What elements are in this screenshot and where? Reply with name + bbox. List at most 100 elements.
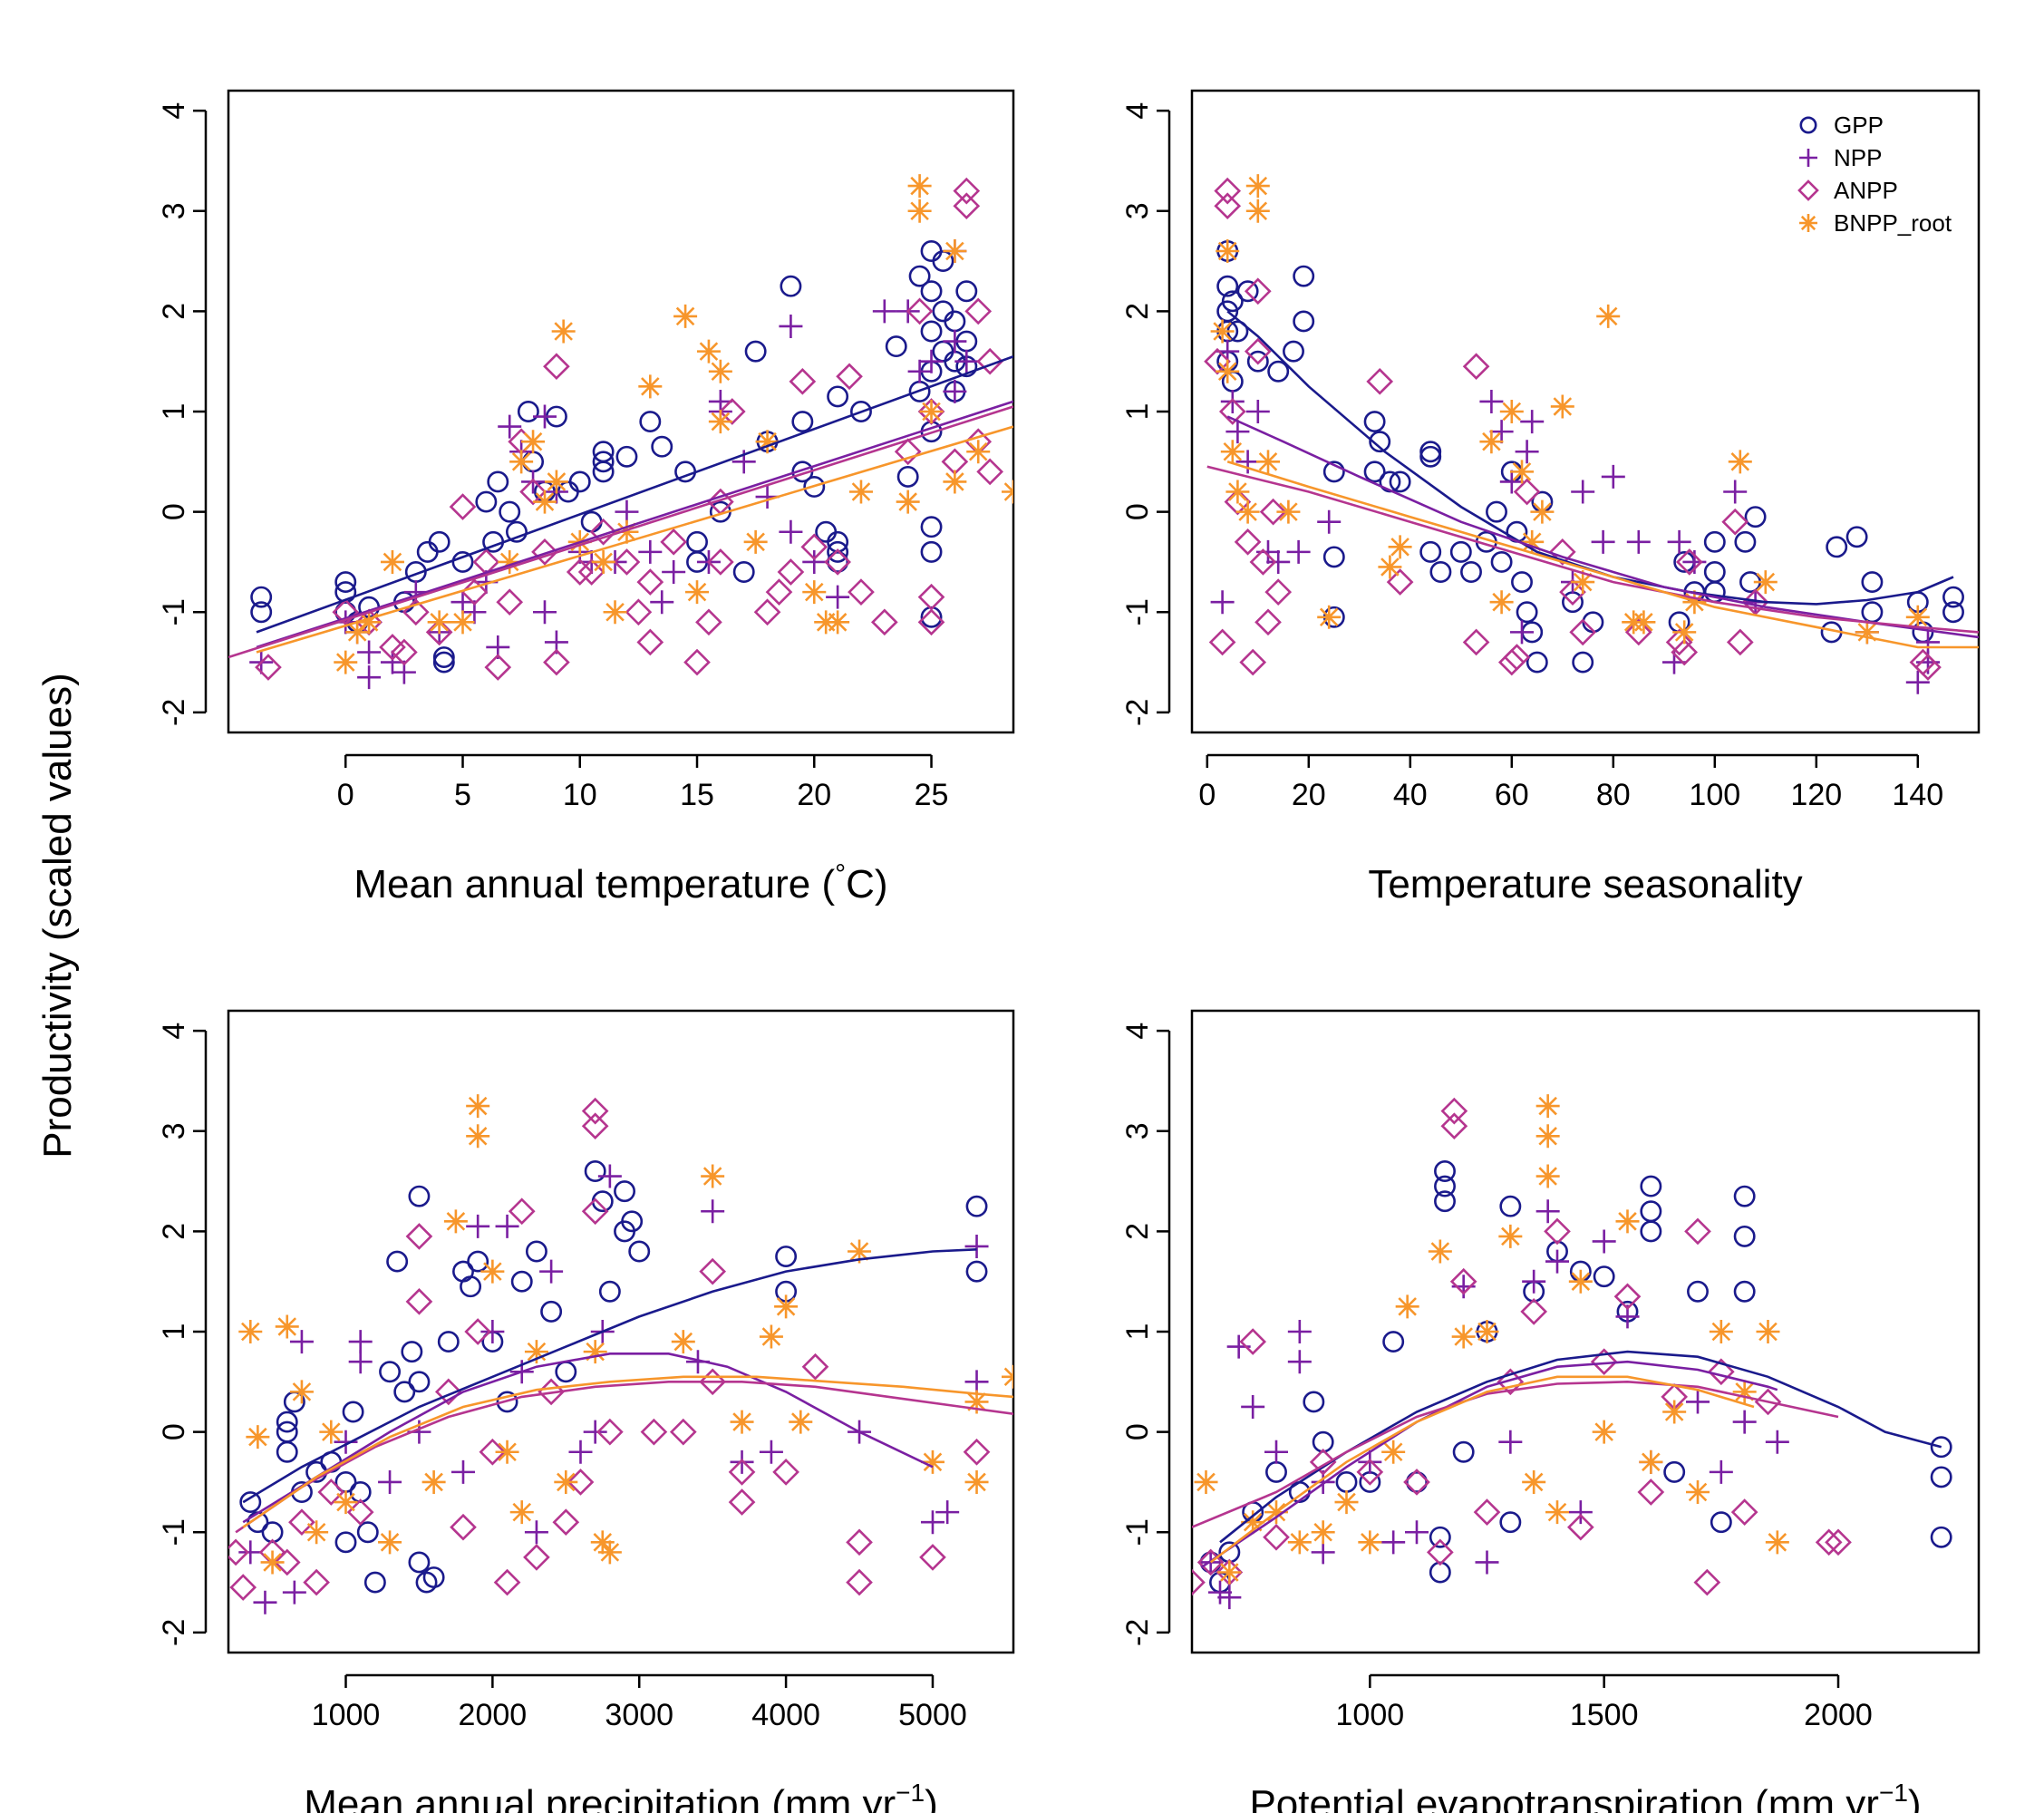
y-tick-label: 2 xyxy=(1120,1223,1155,1240)
data-point xyxy=(732,561,755,583)
data-point xyxy=(1234,528,1262,556)
data-point xyxy=(755,430,780,454)
data-point xyxy=(524,1340,548,1364)
data-point xyxy=(1241,1394,1265,1419)
data-point xyxy=(920,540,943,563)
data-point xyxy=(303,1568,330,1596)
data-point xyxy=(523,1544,550,1571)
x-tick-label: 2000 xyxy=(459,1698,528,1732)
data-point xyxy=(1381,1530,1406,1555)
x-axis-title: Mean annual temperature (°C) xyxy=(354,859,887,906)
data-point xyxy=(1510,620,1534,645)
data-point xyxy=(1359,1470,1381,1493)
data-point xyxy=(276,1411,298,1433)
data-point xyxy=(1358,1530,1382,1555)
data-point xyxy=(1728,450,1752,474)
data-point xyxy=(1244,337,1272,365)
data-point xyxy=(1511,571,1533,594)
data-point xyxy=(416,540,439,563)
data-point xyxy=(590,1530,615,1555)
data-point xyxy=(386,1250,409,1273)
data-point xyxy=(906,297,934,325)
data-point xyxy=(495,1214,519,1238)
data-point xyxy=(964,1469,989,1494)
data-point xyxy=(1733,1185,1756,1207)
data-point xyxy=(779,519,803,544)
data-point xyxy=(650,590,674,615)
data-point xyxy=(1214,192,1242,220)
data-point xyxy=(584,1160,606,1182)
data-point xyxy=(577,558,605,586)
data-point xyxy=(583,1340,607,1364)
data-point xyxy=(708,359,732,383)
data-point xyxy=(1912,621,1934,644)
data-point xyxy=(1550,394,1574,419)
data-point xyxy=(673,304,698,328)
data-point xyxy=(1440,1097,1468,1125)
y-tick-label: 3 xyxy=(1120,1122,1155,1139)
data-point xyxy=(276,1440,298,1463)
data-point xyxy=(765,578,793,606)
legend-label: GPP xyxy=(1834,111,1884,139)
data-point xyxy=(1335,1470,1358,1493)
fit-line-npp xyxy=(256,400,1013,649)
data-point xyxy=(1429,1526,1451,1548)
data-point xyxy=(566,558,594,586)
data-point xyxy=(907,174,932,199)
y-tick-label: -2 xyxy=(157,1619,191,1646)
plot-frame xyxy=(227,1009,1015,1654)
data-point xyxy=(1535,1124,1560,1149)
data-point xyxy=(1460,561,1482,583)
data-point xyxy=(1462,353,1490,381)
fit-line-gpp xyxy=(256,354,1013,634)
fit-line-npp xyxy=(1200,1360,1778,1569)
data-point xyxy=(1930,1436,1952,1459)
data-point xyxy=(1845,526,1868,548)
data-point xyxy=(1544,1217,1571,1246)
x-axis: 0 5 10 15 20 25 xyxy=(337,753,948,812)
x-axis: 1000 1500 2000 xyxy=(1336,1673,1873,1732)
data-point xyxy=(357,640,382,664)
data-point xyxy=(1322,461,1345,483)
data-point xyxy=(1709,1459,1733,1484)
data-point xyxy=(357,610,382,635)
data-point xyxy=(487,470,509,493)
fit-line-npp xyxy=(242,1352,934,1524)
data-point xyxy=(1601,464,1625,489)
data-point xyxy=(638,374,663,399)
data-point xyxy=(728,1488,756,1516)
data-point xyxy=(660,528,688,556)
data-point xyxy=(1665,628,1693,656)
data-point xyxy=(289,1330,314,1354)
data-point xyxy=(1815,1528,1843,1556)
y-tick-label: 1 xyxy=(1120,1323,1155,1341)
data-point xyxy=(1259,498,1287,526)
data-point xyxy=(827,540,849,563)
data-point xyxy=(428,530,450,553)
data-point xyxy=(708,410,732,434)
data-point xyxy=(544,470,568,494)
data-point xyxy=(1520,529,1545,554)
legend-label: NPP xyxy=(1834,144,1882,171)
data-point xyxy=(774,1294,799,1319)
data-point xyxy=(532,404,557,429)
data-point xyxy=(1734,530,1757,553)
data-point xyxy=(1637,1479,1665,1506)
series-gpp xyxy=(1216,240,1964,674)
data-point xyxy=(380,650,404,674)
data-point xyxy=(467,1250,489,1273)
data-point xyxy=(1403,1469,1430,1496)
data-point xyxy=(1592,1229,1616,1254)
data-point xyxy=(1930,1466,1952,1488)
data-point xyxy=(496,1391,518,1413)
y-tick-label: 2 xyxy=(1120,303,1155,320)
data-point xyxy=(408,1371,431,1393)
data-point xyxy=(568,1440,593,1464)
data-point xyxy=(935,1500,960,1525)
data-point xyxy=(920,1510,945,1535)
data-point xyxy=(685,580,710,605)
data-point xyxy=(1569,618,1597,646)
data-point xyxy=(1572,651,1594,674)
data-point xyxy=(718,398,746,425)
